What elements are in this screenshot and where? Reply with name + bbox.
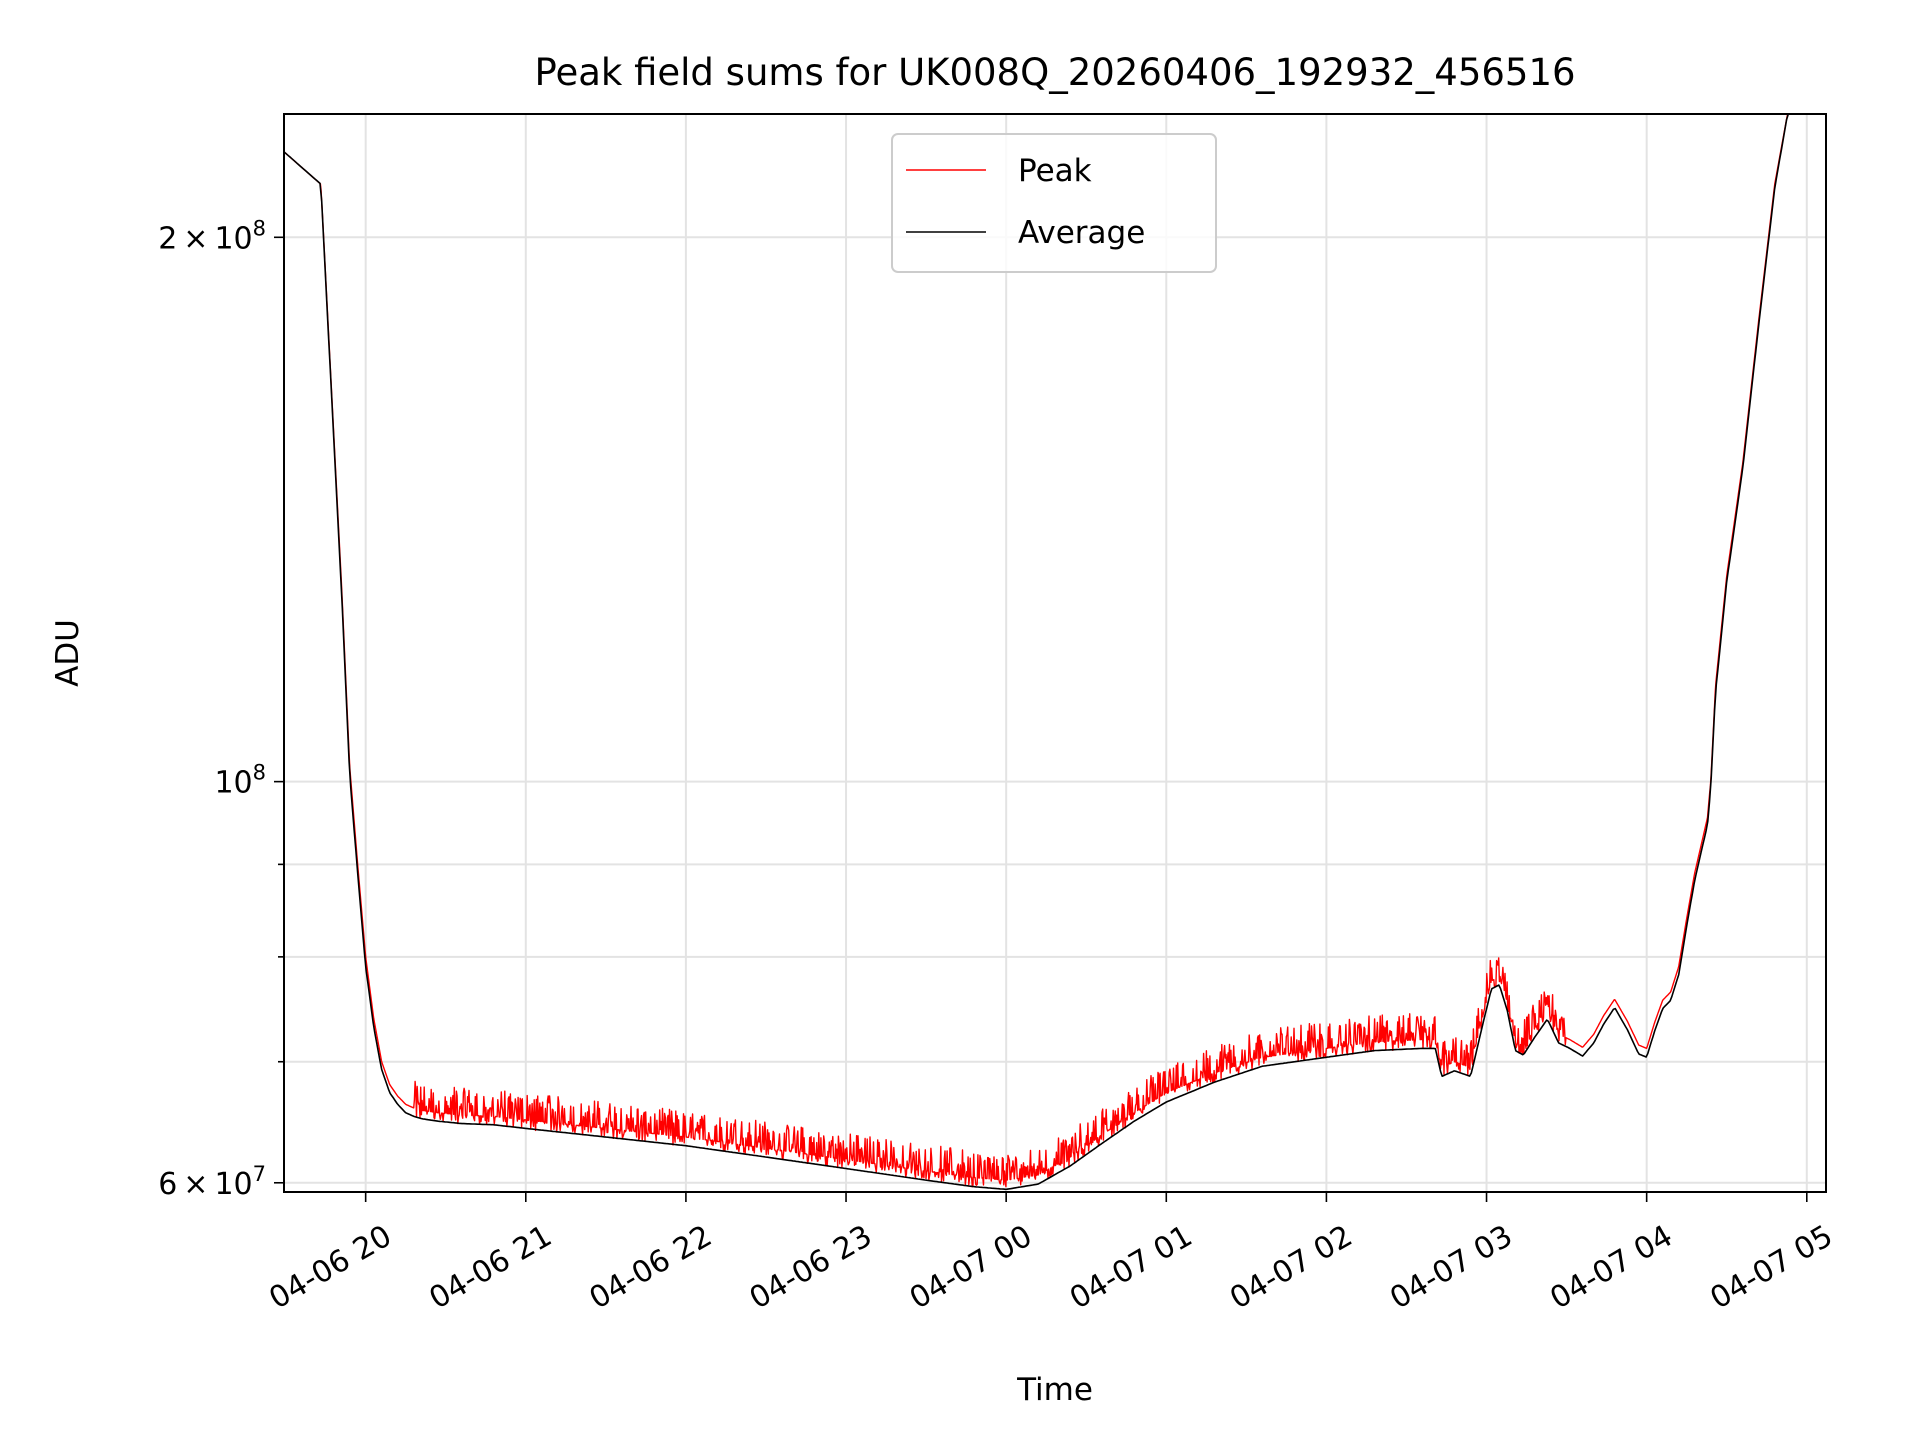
axes-frame <box>283 113 1827 1193</box>
legend: Peak Average <box>891 133 1217 273</box>
y-tick-label: 108 <box>214 761 266 801</box>
y-tick-mantissa: 6 <box>158 1167 177 1202</box>
legend-label-peak: Peak <box>1018 153 1092 189</box>
legend-label-average: Average <box>1018 215 1145 251</box>
series-line-peak <box>284 114 1826 1188</box>
y-tick-exponent: 8 <box>253 761 266 785</box>
y-tick-base: 10 <box>214 221 252 256</box>
grid-lines <box>284 114 1826 1192</box>
legend-box <box>891 133 1217 273</box>
y-tick-times: × <box>183 221 208 256</box>
y-tick-exponent: 7 <box>253 1162 266 1186</box>
y-tick-label: 2 × 108 <box>158 216 266 256</box>
y-tick-base: 10 <box>214 1167 252 1202</box>
plot-area <box>284 114 1826 1191</box>
y-axis-label: ADU <box>50 619 86 687</box>
y-tick-exponent: 8 <box>253 216 266 240</box>
y-tick-base: 10 <box>214 766 252 801</box>
y-tick-times: × <box>183 1167 208 1202</box>
x-axis-label: Time <box>1016 1372 1093 1408</box>
y-tick-label: 6 × 107 <box>158 1162 266 1202</box>
series-line-average <box>284 114 1826 1191</box>
y-tick-mantissa: 2 <box>158 221 177 256</box>
chart-title: Peak field sums for UK008Q_20260406_1929… <box>534 51 1575 94</box>
